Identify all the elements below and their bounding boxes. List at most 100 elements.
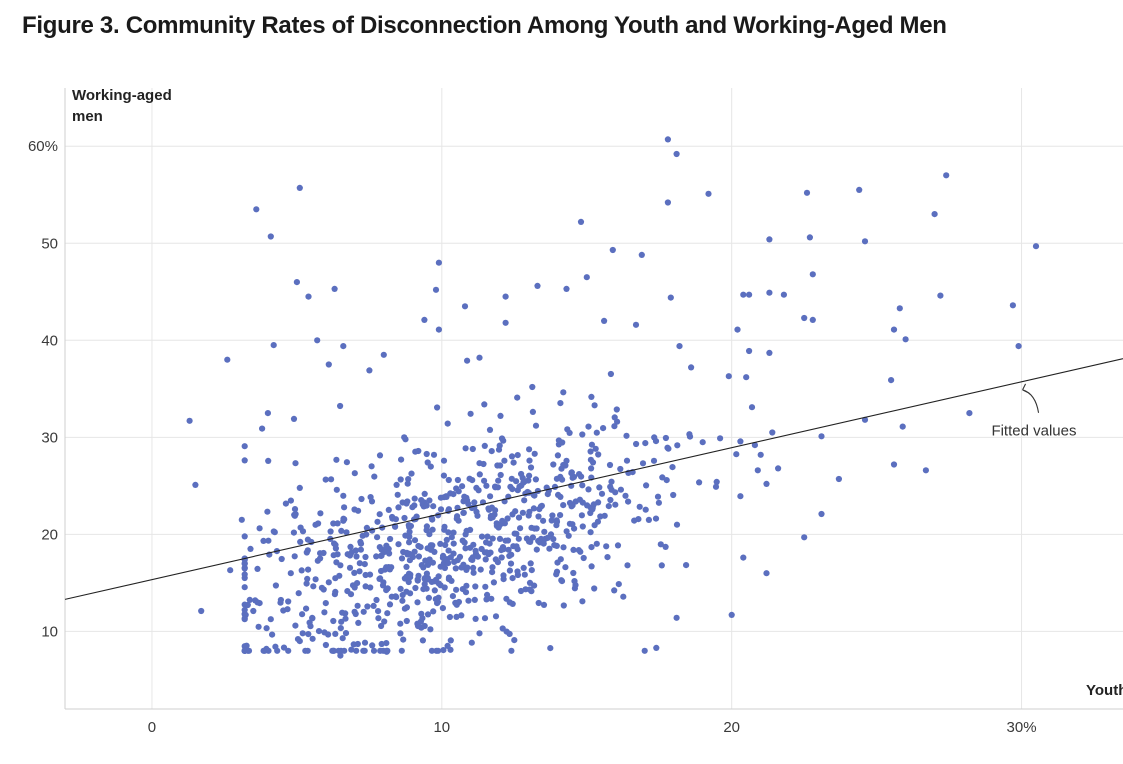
scatter-point xyxy=(400,636,407,643)
scatter-point xyxy=(423,450,430,458)
scatter-point xyxy=(388,564,395,571)
scatter-point xyxy=(421,490,428,497)
scatter-point xyxy=(526,586,533,593)
scatter-point xyxy=(399,597,406,604)
scatter-point xyxy=(443,536,450,544)
scatter-point xyxy=(508,551,515,558)
scatter-point xyxy=(623,457,631,464)
scatter-point xyxy=(322,641,329,649)
scatter-point xyxy=(606,461,614,469)
scatter-point xyxy=(317,510,324,517)
scatter-point xyxy=(587,448,594,455)
scatter-point xyxy=(430,503,437,510)
scatter-point xyxy=(641,647,648,654)
scatter-point xyxy=(818,433,825,440)
scatter-point xyxy=(502,319,509,326)
scatter-point xyxy=(488,448,495,455)
scatter-point xyxy=(705,190,712,197)
scatter-point xyxy=(737,493,744,500)
scatter-point xyxy=(342,615,349,622)
scatter-point xyxy=(609,246,616,254)
scatter-point xyxy=(643,482,650,489)
scatter-point xyxy=(381,566,388,573)
scatter-point xyxy=(469,477,476,484)
scatter-point xyxy=(277,596,284,604)
scatter-point xyxy=(445,560,452,567)
scatter-point xyxy=(461,493,468,500)
scatter-point xyxy=(380,579,387,586)
scatter-point xyxy=(510,459,517,466)
scatter-point xyxy=(531,525,538,532)
scatter-point xyxy=(293,279,300,286)
scatter-point xyxy=(639,460,647,467)
scatter-point xyxy=(341,647,348,654)
scatter-point xyxy=(368,498,376,505)
scatter-point xyxy=(482,556,489,563)
scatter-point xyxy=(366,367,373,374)
scatter-point xyxy=(325,631,332,638)
scatter-point xyxy=(441,564,448,572)
scatter-point xyxy=(343,529,350,536)
scatter-point xyxy=(334,551,341,558)
scatter-point xyxy=(415,542,422,550)
scatter-point xyxy=(335,647,342,654)
scatter-point xyxy=(1015,343,1022,350)
scatter-point xyxy=(361,639,369,646)
scatter-point xyxy=(505,546,512,553)
scatter-point xyxy=(439,605,446,612)
scatter-point xyxy=(547,645,554,652)
scatter-point xyxy=(484,533,491,540)
scatter-point xyxy=(899,423,906,430)
scatter-point xyxy=(351,506,358,513)
chart-title: Figure 3. Community Rates of Disconnecti… xyxy=(22,12,947,40)
scatter-point xyxy=(931,211,938,218)
scatter-point xyxy=(518,470,525,478)
scatter-point xyxy=(529,534,537,541)
scatter-point xyxy=(395,504,402,511)
scatter-point xyxy=(733,451,740,458)
scatter-point xyxy=(553,542,560,550)
scatter-point xyxy=(321,609,328,616)
scatter-point xyxy=(623,432,630,439)
scatter-point xyxy=(596,484,603,491)
scatter-point xyxy=(192,481,199,488)
scatter-point xyxy=(434,598,441,606)
scatter-point xyxy=(418,610,425,617)
scatter-point xyxy=(241,606,248,614)
scatter-point xyxy=(611,414,618,421)
scatter-point xyxy=(426,531,433,538)
scatter-point xyxy=(408,470,415,477)
scatter-point xyxy=(589,506,596,513)
scatter-point xyxy=(456,553,464,561)
scatter-point xyxy=(305,631,312,638)
scatter-point xyxy=(525,538,533,545)
scatter-point xyxy=(334,520,341,527)
scatter-point xyxy=(725,373,732,380)
scatter-point xyxy=(484,591,491,599)
scatter-point xyxy=(411,495,418,502)
scatter-point xyxy=(683,562,690,569)
scatter-point xyxy=(519,509,527,516)
scatter-point xyxy=(476,630,483,637)
scatter-point xyxy=(303,580,310,587)
scatter-point xyxy=(398,456,405,463)
scatter-point xyxy=(579,499,586,506)
scatter-point xyxy=(375,615,382,622)
scatter-point xyxy=(397,585,404,593)
scatter-point xyxy=(325,579,332,586)
scatter-point xyxy=(370,647,378,654)
scatter-point xyxy=(264,508,271,515)
scatter-point xyxy=(450,540,457,547)
scatter-point xyxy=(740,554,747,561)
scatter-point xyxy=(896,305,903,312)
scatter-point xyxy=(664,444,671,451)
scatter-point xyxy=(496,442,503,449)
scatter-point xyxy=(559,476,566,483)
fitted-values-label: Fitted values xyxy=(991,423,1076,440)
scatter-point xyxy=(269,631,276,638)
scatter-point xyxy=(566,429,573,436)
scatter-point xyxy=(414,622,422,630)
scatter-point xyxy=(340,343,347,350)
scatter-point xyxy=(224,356,231,363)
scatter-point xyxy=(613,406,620,413)
